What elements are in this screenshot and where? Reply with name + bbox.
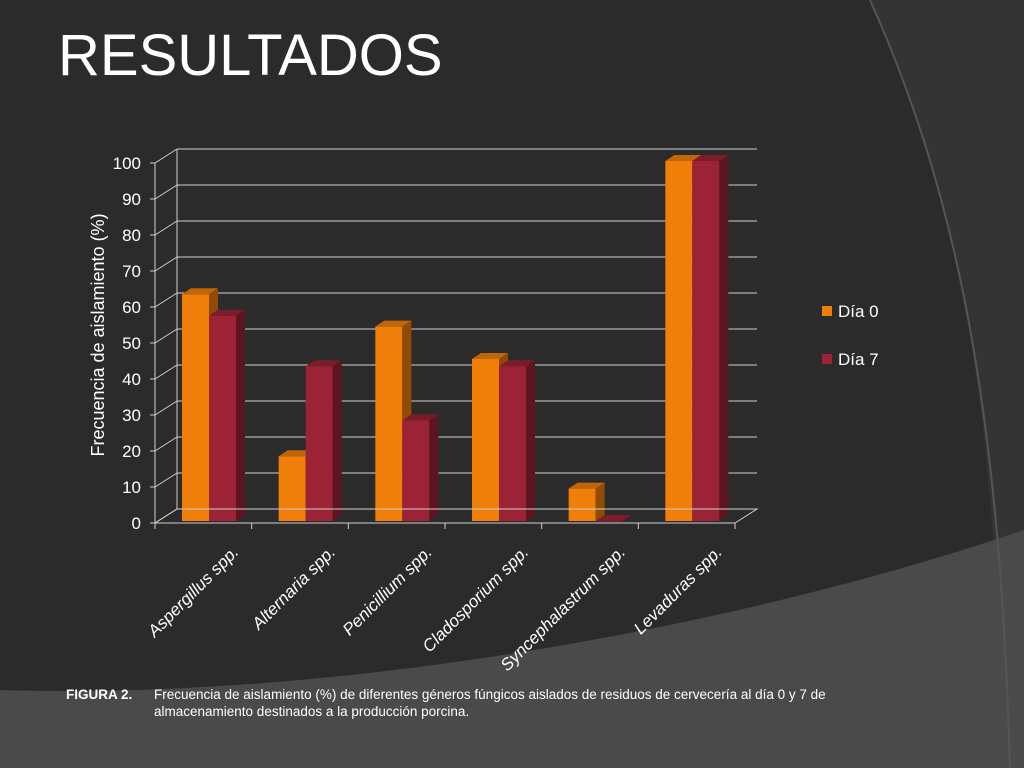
bar-side — [526, 360, 535, 521]
y-tick-label: 40 — [122, 370, 141, 389]
bar-top — [375, 320, 412, 327]
bar-top — [692, 155, 729, 161]
bar — [499, 360, 535, 521]
bar-top — [568, 482, 605, 489]
bar-front — [472, 359, 499, 521]
bar-side — [595, 482, 605, 521]
y-tick-label: 10 — [122, 478, 141, 497]
bar-front — [665, 161, 693, 521]
bar-front — [568, 488, 596, 521]
x-tick-label: Aspergillus spp. — [143, 542, 242, 641]
chart-bars — [182, 155, 729, 522]
legend-label: Día 7 — [838, 350, 879, 369]
y-tick-label: 50 — [122, 334, 141, 353]
bar-front — [182, 294, 209, 521]
gridline-side — [154, 436, 178, 452]
figure-caption-text: Frecuencia de aislamiento (%) de diferen… — [154, 687, 826, 719]
gridline-side — [154, 400, 178, 416]
legend-swatch — [822, 354, 832, 364]
figure-caption-label: FIGURA 2. — [66, 687, 133, 702]
y-tick-label: 100 — [113, 154, 141, 173]
gridline-side — [154, 472, 178, 488]
bar-side — [429, 414, 439, 521]
bar — [209, 309, 245, 521]
y-tick-label: 20 — [122, 442, 141, 461]
bar-top — [209, 309, 245, 316]
x-tick-label: Cladosporium spp. — [419, 542, 533, 656]
y-axis-label: Frecuencia de aislamiento (%) — [88, 213, 108, 456]
bar — [402, 414, 439, 521]
bar-front — [692, 161, 720, 521]
bar-front — [209, 315, 236, 521]
gridline-side — [154, 220, 178, 236]
bar-front — [375, 326, 403, 521]
slide-title: RESULTADOS — [58, 23, 443, 88]
bar — [305, 360, 342, 521]
y-tick-label: 70 — [122, 262, 141, 281]
gridline-side — [154, 292, 178, 308]
x-tick-label: Levaduras spp. — [630, 542, 726, 638]
y-tick-label: 30 — [122, 406, 141, 425]
bar-top — [665, 155, 702, 161]
bar-front — [402, 420, 430, 521]
bar-top — [402, 414, 439, 421]
bar — [692, 155, 729, 521]
bar-front — [278, 456, 306, 521]
bar-front — [305, 366, 333, 521]
bar-side — [332, 360, 342, 521]
bar-front — [499, 366, 526, 521]
bar-top — [499, 360, 535, 367]
x-tick-label: Penicillium spp. — [339, 542, 436, 639]
gridline-side — [154, 328, 178, 344]
gridline-side — [154, 256, 178, 272]
legend-label: Día 0 — [838, 302, 879, 321]
bar-top — [472, 353, 508, 359]
y-tick-label: 0 — [132, 514, 141, 533]
bar-side — [719, 155, 729, 521]
bar-top — [305, 360, 342, 367]
chart-legend: Día 0 Día 7 — [822, 302, 879, 369]
bar — [568, 482, 605, 521]
y-tick-label: 80 — [122, 226, 141, 245]
y-tick-label: 60 — [122, 298, 141, 317]
bar — [595, 515, 632, 522]
bar-top — [182, 288, 218, 295]
gridline-side — [154, 184, 178, 200]
x-tick-label: Alternaria spp. — [248, 542, 340, 634]
legend-swatch — [822, 306, 832, 316]
bar — [375, 320, 412, 521]
gridline-side — [154, 148, 178, 164]
y-tick-label: 90 — [122, 190, 141, 209]
bar-front — [595, 521, 623, 522]
bar-side — [236, 309, 245, 521]
bar-top — [595, 515, 632, 521]
gridline-side — [154, 364, 178, 380]
